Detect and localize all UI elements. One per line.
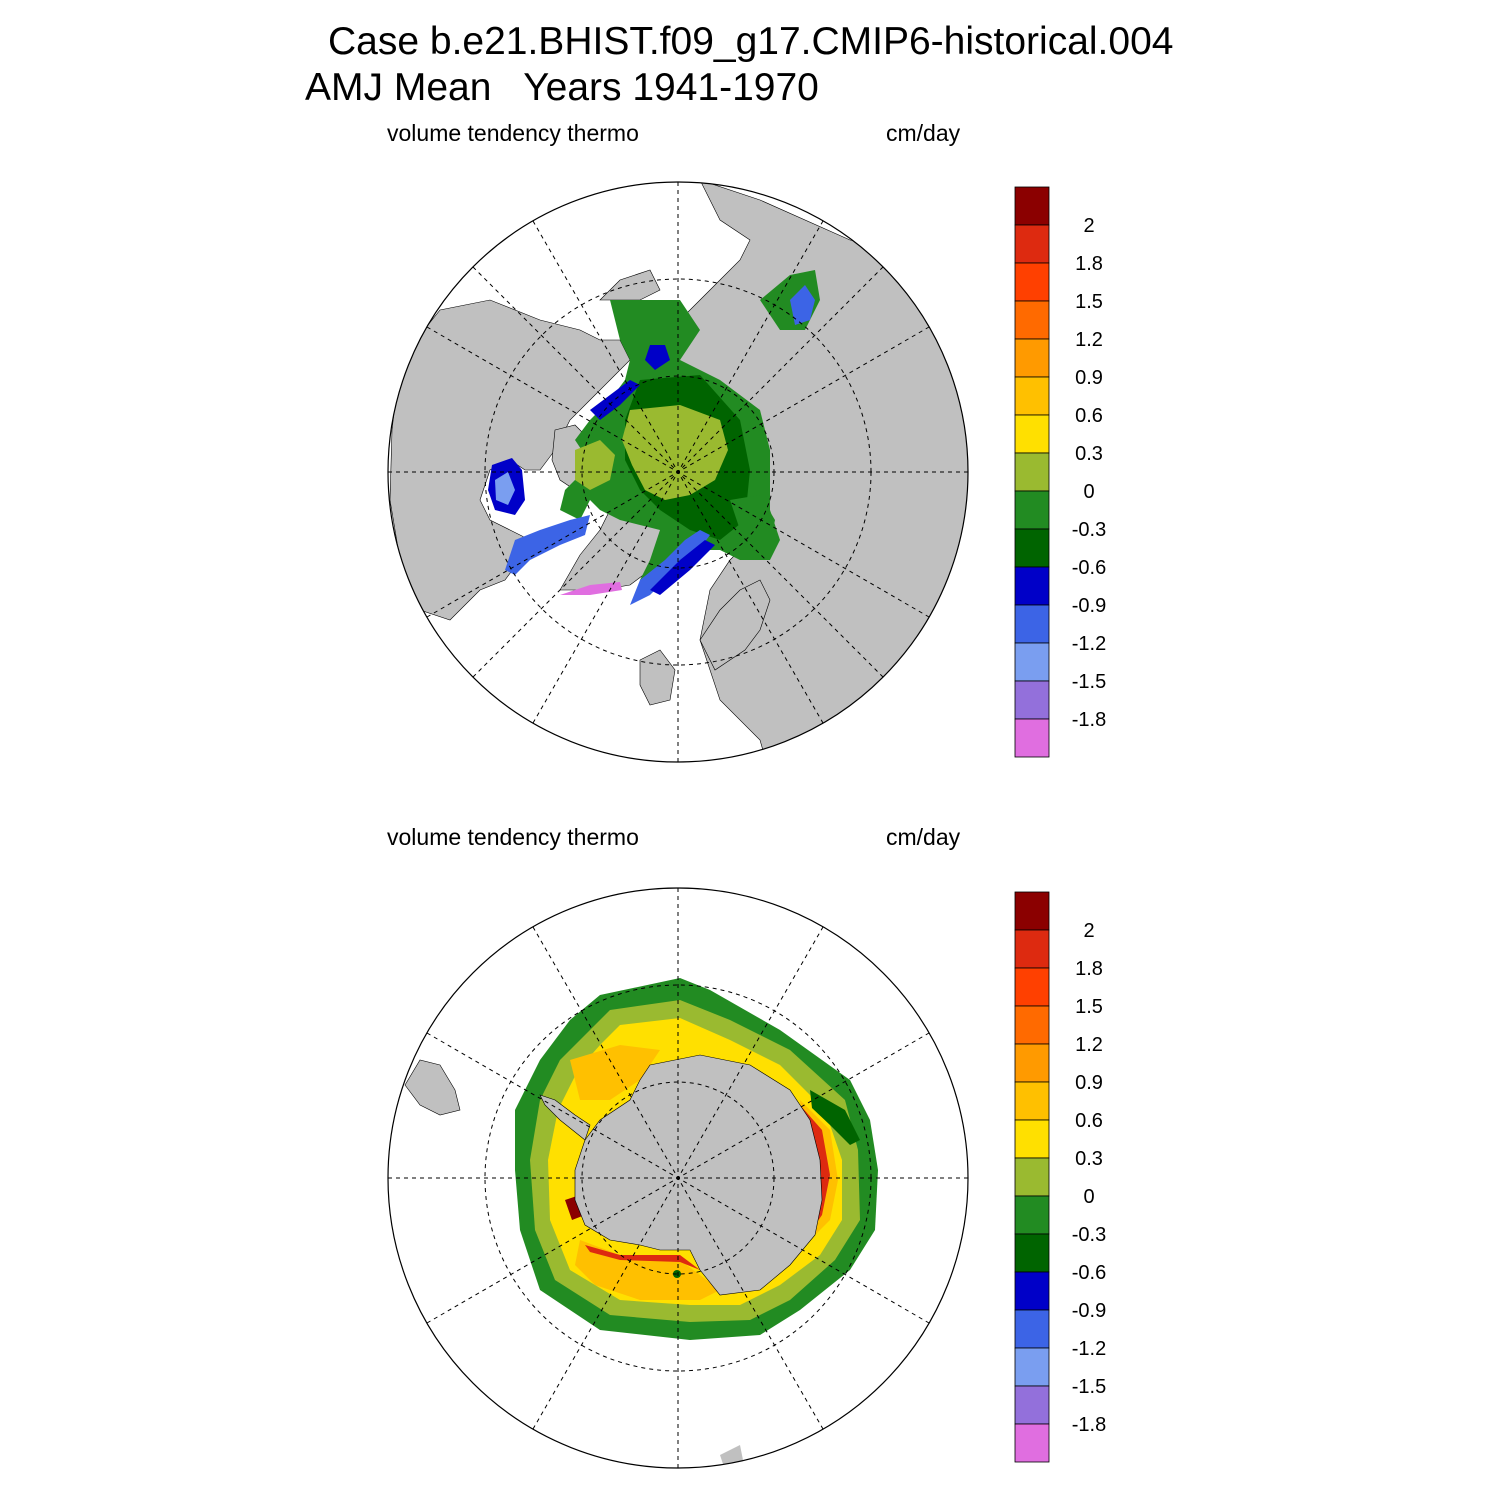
antarctic-colorbar-swatch (1014, 1271, 1050, 1311)
arctic-bering-blue (645, 345, 670, 370)
antarctic-graticule (388, 888, 968, 1468)
antarctic-colorbar-swatch (1014, 1195, 1050, 1235)
antarctic-colorbar-swatch (1014, 1043, 1050, 1083)
antarctic-darkgreen-east (810, 1090, 860, 1145)
arctic-colorbar-swatch (1014, 376, 1050, 416)
antarctic-colorbar-swatch (1014, 1233, 1050, 1273)
antarctic-colorbar-swatch (1014, 1347, 1050, 1387)
antarctic-colorbar-swatch (1014, 1385, 1050, 1425)
antarctic-map-border (387, 887, 969, 1469)
arctic-baffin-magenta (560, 582, 622, 595)
arctic-tendency-field (488, 270, 820, 605)
arctic-colorbar-swatch (1014, 300, 1050, 340)
arctic-colorbar-tick-label: -1.2 (1072, 633, 1106, 655)
arctic-colorbar-swatch (1014, 452, 1050, 492)
arctic-colorbar-swatch (1014, 262, 1050, 302)
arctic-colorbar-tick-label: -1.5 (1072, 671, 1106, 693)
antarctic-land (404, 1054, 823, 1468)
land-antarctica (574, 1054, 823, 1296)
south-variable-label: volume tendency thermo (387, 824, 639, 850)
land-british-isles (639, 649, 676, 706)
arctic-central-olive (622, 405, 728, 500)
arctic-colorbar-tick-label: -0.6 (1072, 557, 1106, 579)
antarctic-colorbar-tick-label: 2 (1083, 920, 1094, 942)
arctic-colorbar: 2 1.8 1.5 1.2 0.9 0.6 0.3 0 -0.3 -0.6 -0.9 -1.2 -1.5… (1014, 186, 1106, 758)
antarctic-colorbar-tick-label: 0.9 (1075, 1072, 1103, 1094)
antarctic-colorbar-swatch (1014, 1157, 1050, 1197)
arctic-okhotsk-blue (790, 285, 815, 325)
antarctic-colorbar-swatch (1014, 891, 1050, 931)
antarctic-colorbar-tick-label: 1.5 (1075, 996, 1103, 1018)
antarctic-colorbar-tick-label: 1.8 (1075, 958, 1103, 980)
arctic-colorbar-tick-label: 2 (1083, 215, 1094, 237)
arctic-colorbar-tick-label: -1.8 (1072, 709, 1106, 731)
antarctic-colorbar-tick-label: 0.3 (1075, 1148, 1103, 1170)
land-antarctic-peninsula (539, 1094, 591, 1141)
arctic-archipelago-olive (575, 440, 615, 490)
arctic-colorbar-tick-label: 0.6 (1075, 405, 1103, 427)
antarctic-colorbar-tick-label: -0.3 (1072, 1224, 1106, 1246)
antarctic-colorbar-swatch (1014, 929, 1050, 969)
arctic-hudson-bay-light (495, 472, 515, 505)
arctic-map-border (387, 181, 969, 763)
arctic-colorbar-tick-label: 1.8 (1075, 253, 1103, 275)
arctic-colorbar-swatch (1014, 224, 1050, 264)
antarctic-colorbar-swatch (1014, 1423, 1050, 1463)
figure-title-case: Case b.e21.BHIST.f09_g17.CMIP6-historica… (328, 20, 1174, 63)
antarctic-colorbar-swatch (1014, 1081, 1050, 1121)
antarctic-colorbar-tick-label: -1.2 (1072, 1338, 1106, 1360)
arctic-colorbar-tick-label: 1.5 (1075, 291, 1103, 313)
antarctic-orange-ross (570, 1045, 660, 1100)
arctic-colorbar-swatch (1014, 566, 1050, 606)
arctic-colorbar-swatch (1014, 642, 1050, 682)
antarctic-colorbar-swatch (1014, 1005, 1050, 1045)
arctic-colorbar-tick-label: 0.9 (1075, 367, 1103, 389)
arctic-siberian-shelf-blue (590, 380, 640, 420)
antarctic-map (387, 887, 969, 1469)
antarctic-colorbar-tick-label: -1.5 (1072, 1376, 1106, 1398)
south-units-label: cm/day (886, 824, 961, 850)
arctic-colorbar-swatch (1014, 528, 1050, 568)
arctic-colorbar-swatch (1014, 186, 1050, 226)
antarctic-colorbar-tick-label: -1.8 (1072, 1414, 1106, 1436)
arctic-colorbar-swatch (1014, 338, 1050, 378)
arctic-colorbar-tick-label: 0 (1083, 481, 1094, 503)
antarctic-colorbar-tick-label: -0.9 (1072, 1300, 1106, 1322)
land-scandinavia (699, 579, 771, 671)
arctic-colorbar-swatch (1014, 604, 1050, 644)
arctic-colorbar-tick-label: -0.3 (1072, 519, 1106, 541)
arctic-colorbar-swatch (1014, 490, 1050, 530)
arctic-colorbar-tick-label: -0.9 (1072, 595, 1106, 617)
figure-title-season: AMJ Mean Years 1941-1970 (305, 66, 819, 109)
antarctic-polynya-spot (673, 1270, 681, 1278)
antarctic-colorbar-tick-label: 1.2 (1075, 1034, 1103, 1056)
arctic-barents-green (730, 495, 775, 545)
arctic-colorbar-swatch (1014, 680, 1050, 720)
antarctic-colorbar-tick-label: -0.6 (1072, 1262, 1106, 1284)
arctic-colorbar-swatch (1014, 718, 1050, 758)
antarctic-colorbar-swatch (1014, 967, 1050, 1007)
arctic-colorbar-tick-label: 1.2 (1075, 329, 1103, 351)
antarctic-colorbar: 2 1.8 1.5 1.2 0.9 0.6 0.3 0 -0.3 -0.6 -0.9 -1.2 -1.5… (1014, 891, 1106, 1463)
arctic-map (387, 181, 969, 763)
antarctic-colorbar-tick-label: 0.6 (1075, 1110, 1103, 1132)
antarctic-colorbar-tick-label: 0 (1083, 1186, 1094, 1208)
arctic-colorbar-tick-label: 0.3 (1075, 443, 1103, 465)
land-south-america (404, 1059, 461, 1116)
north-units-label: cm/day (886, 120, 961, 146)
antarctic-colorbar-swatch (1014, 1309, 1050, 1349)
antarctic-red-coast-weddell (585, 1245, 700, 1270)
arctic-graticule (388, 182, 968, 762)
antarctic-colorbar-swatch (1014, 1119, 1050, 1159)
north-variable-label: volume tendency thermo (387, 120, 639, 146)
arctic-colorbar-swatch (1014, 414, 1050, 454)
arctic-east-greenland-blue (630, 530, 710, 605)
